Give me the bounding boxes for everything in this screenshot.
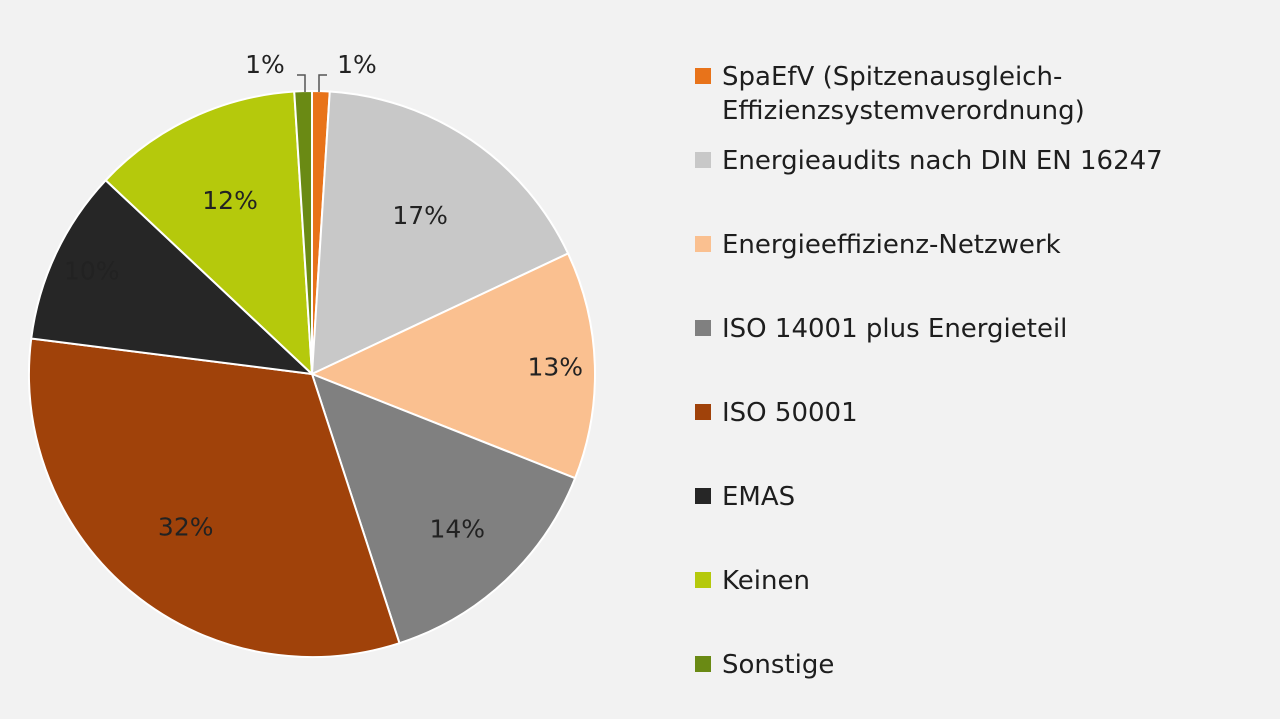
- legend-item: Keinen: [695, 564, 1242, 598]
- legend-label: Keinen: [722, 566, 810, 596]
- pie-slice-3: [309, 252, 596, 480]
- slice-value-label: 13%: [527, 352, 583, 381]
- legend-swatch: [695, 68, 711, 84]
- legend-label: ISO 50001: [722, 398, 858, 428]
- slice-value-label: 17%: [392, 201, 448, 230]
- callout-line: [297, 74, 306, 92]
- legend-swatch: [695, 236, 711, 252]
- legend-item: Energieaudits nach DIN EN 16247: [695, 144, 1242, 178]
- legend-swatch: [695, 488, 711, 504]
- slice-value-label: 12%: [202, 186, 258, 215]
- pie-slice-5: [28, 337, 401, 658]
- legend-label: ISO 14001 plus Energieteil: [722, 314, 1068, 344]
- slice-value-label: 10%: [64, 256, 120, 285]
- legend-swatch: [695, 152, 711, 168]
- legend-item: SpaEfV (Spitzenausgleich- Effizienzsyste…: [695, 60, 1242, 128]
- pie-slice-6: [30, 178, 315, 376]
- slice-value-label: 32%: [158, 513, 214, 542]
- legend-item: EMAS: [695, 480, 1242, 514]
- pie-slice-2: [310, 90, 570, 376]
- legend-label: Sonstige: [722, 650, 835, 680]
- pie-slice-7: [104, 90, 314, 377]
- pie-chart: 1% 17% 13% 14% 32% 10% 12% 1%: [28, 50, 596, 658]
- legend-label: Energieeffizienz-Netzwerk: [722, 230, 1061, 260]
- legend-label: EMAS: [722, 482, 796, 512]
- callout-line: [318, 74, 327, 92]
- pie-slice-8: [293, 89, 313, 375]
- legend-label: Energieaudits nach DIN EN 16247: [722, 146, 1163, 176]
- legend-item: Energieeffizienz-Netzwerk: [695, 228, 1242, 262]
- legend-swatch: [695, 656, 711, 672]
- legend-swatch: [695, 320, 711, 336]
- slice-value-label: 14%: [430, 515, 486, 544]
- legend-item: ISO 50001: [695, 396, 1242, 430]
- legend-swatch: [695, 572, 711, 588]
- legend-swatch: [695, 404, 711, 420]
- slice-value-label: 1%: [337, 50, 377, 79]
- slice-value-label: 1%: [245, 50, 285, 79]
- legend-item: ISO 14001 plus Energieteil: [695, 312, 1242, 346]
- legend-label: SpaEfV (Spitzenausgleich- Effizienzsyste…: [722, 62, 1085, 126]
- legend-item: Sonstige: [695, 648, 1242, 682]
